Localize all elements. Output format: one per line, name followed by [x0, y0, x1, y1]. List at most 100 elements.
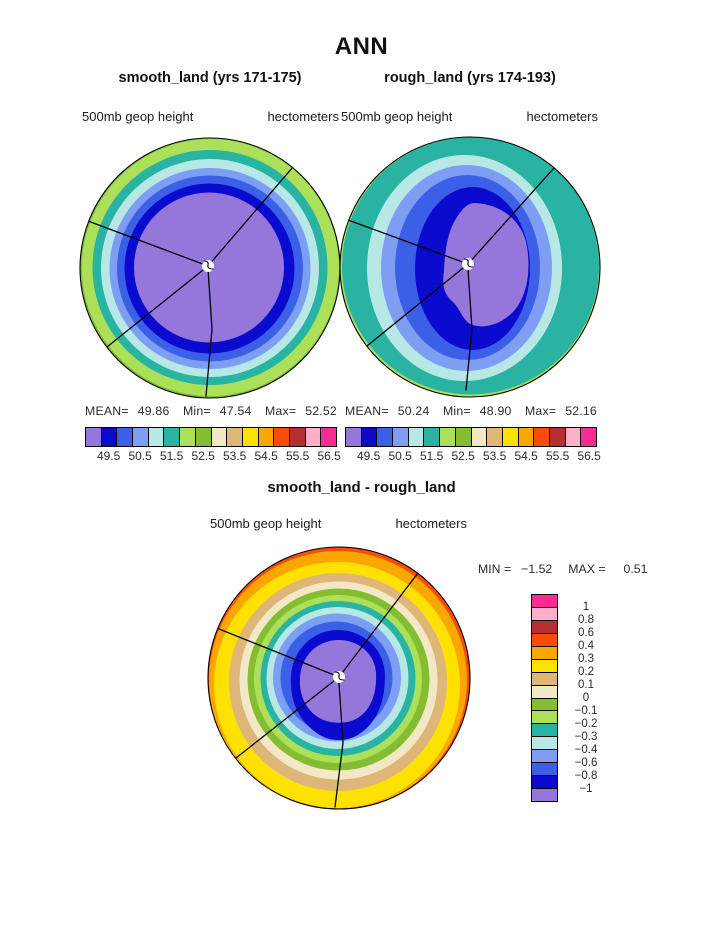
colorbar-tick-label: 54.5: [254, 449, 278, 463]
right-field-label: 500mb geop height: [341, 109, 453, 124]
colorbar-tick-label: −1: [579, 783, 593, 795]
diff-colorbar-ticks: 1 0.8 0.6 0.4 0.3 0.2 0.1 0 −0.1 −0.2 −0.3 −0.4 −0.6…: [562, 594, 610, 802]
colorbar-cell: [532, 595, 557, 608]
colorbar-tick-label: 50.5: [128, 449, 152, 463]
colorbar-tick-label: 0.1: [578, 679, 594, 691]
colorbar-cell: [532, 789, 557, 801]
colorbar-tick-label: 49.5: [96, 449, 121, 463]
min-label: Min=: [442, 404, 471, 418]
colorbar-cell: [581, 428, 596, 446]
diff-plot-header: 500mb geop height hectometers: [210, 516, 467, 531]
colorbar-cell: [532, 698, 557, 712]
diff-colorbar: [531, 594, 558, 802]
colorbar-cell: [534, 428, 550, 446]
colorbar-cell: [408, 428, 425, 446]
colorbar-cell: [532, 737, 557, 751]
colorbar-cell: [393, 428, 409, 446]
right-units-label: hectometers: [526, 109, 598, 124]
colorbar-tick-label: 0.2: [578, 666, 594, 678]
left-stats: MEAN= 49.86 Min= 47.54 Max= 52.52: [85, 404, 337, 418]
left-colorbar: [85, 427, 337, 447]
smooth-land-contour-rings: [80, 138, 340, 398]
colorbar-tick-label: 49.5: [356, 449, 381, 463]
colorbar-cell: [227, 428, 243, 446]
colorbar-cell: [532, 646, 557, 660]
diff-units-label: hectometers: [395, 516, 467, 531]
diff-panel-title: smooth_land - rough_land: [267, 479, 456, 496]
difference-contour-rings: [208, 547, 470, 809]
colorbar-cell: [164, 428, 181, 446]
colorbar-cell: [502, 428, 519, 446]
colorbar-cell: [532, 776, 557, 790]
colorbar-cell: [180, 428, 196, 446]
mean-value: 49.86: [137, 404, 170, 418]
rough-land-contour-rings: [340, 137, 600, 397]
colorbar-cell: [424, 428, 441, 446]
right-colorbar: [345, 427, 597, 447]
colorbar-tick-label: 51.5: [159, 449, 184, 463]
diff-max-label: MAX =: [568, 562, 606, 576]
right-plot-header: 500mb geop height hectometers: [341, 109, 598, 124]
colorbar-tick-label: −0.3: [574, 731, 598, 743]
colorbar-cell: [532, 620, 557, 634]
plot-boundary-circle: [339, 136, 601, 398]
colorbar-cell: [289, 428, 306, 446]
colorbar-cell: [195, 428, 212, 446]
colorbar-tick-label: 55.5: [285, 449, 310, 463]
panel-title-rough-land: rough_land (yrs 174-193): [384, 70, 556, 86]
colorbar-tick-label: 0.3: [578, 653, 594, 665]
colorbar-cell: [532, 763, 557, 777]
colorbar-cell: [148, 428, 165, 446]
colorbar-cell: [565, 428, 582, 446]
colorbar-cell: [455, 428, 472, 446]
right-stats: MEAN= 50.24 Min= 48.90 Max= 52.16: [345, 404, 597, 418]
coastline-lines: [218, 572, 419, 808]
colorbar-cell: [346, 428, 362, 446]
diff-max-value: 0.51: [623, 562, 648, 576]
left-colorbar-ticks: 49.5 50.5 51.5 52.5 53.5 54.5 55.5 56.5: [85, 449, 341, 464]
colorbar-cell: [242, 428, 259, 446]
max-label: Max=: [524, 404, 557, 418]
colorbar-tick-label: 54.5: [514, 449, 538, 463]
pole-coast-squiggle: [463, 258, 474, 268]
colorbar-tick-label: 56.5: [577, 449, 601, 463]
diff-minmax: MIN = −1.52 MAX = 0.51: [478, 562, 647, 576]
colorbar-cell: [258, 428, 275, 446]
pole-coast-squiggle: [203, 260, 214, 270]
mean-label: MEAN=: [85, 404, 129, 418]
min-value: 47.54: [219, 404, 252, 418]
coastline-lines: [87, 166, 294, 397]
coastline-lines: [347, 167, 555, 391]
colorbar-tick-label: 0: [582, 692, 590, 704]
left-units-label: hectometers: [267, 109, 339, 124]
colorbar-tick-label: 50.5: [388, 449, 412, 463]
left-plot-header: 500mb geop height hectometers: [82, 109, 339, 124]
colorbar-tick-label: 0.6: [578, 627, 594, 639]
colorbar-cell: [549, 428, 566, 446]
diff-field-label: 500mb geop height: [210, 516, 322, 531]
colorbar-cell: [440, 428, 456, 446]
colorbar-cell: [532, 672, 557, 686]
difference-polar-plot: [207, 546, 471, 810]
colorbar-cell: [377, 428, 394, 446]
mean-value: 50.24: [397, 404, 430, 418]
diff-min-value: −1.52: [521, 562, 553, 576]
max-value: 52.16: [565, 404, 597, 418]
diff-min-label: MIN =: [478, 562, 512, 576]
colorbar-cell: [361, 428, 378, 446]
colorbar-tick-label: −0.1: [574, 705, 598, 717]
panel-title-smooth-land: smooth_land (yrs 171-175): [118, 70, 302, 86]
colorbar-cell: [321, 428, 336, 446]
colorbar-tick-label: 0.4: [578, 640, 594, 652]
colorbar-tick-label: −0.4: [574, 744, 598, 756]
left-field-label: 500mb geop height: [82, 109, 194, 124]
min-label: Min=: [182, 404, 211, 418]
colorbar-tick-label: 53.5: [482, 449, 507, 463]
colorbar-cell: [487, 428, 503, 446]
colorbar-cell: [532, 685, 557, 699]
colorbar-cell: [471, 428, 488, 446]
colorbar-cell: [133, 428, 149, 446]
colorbar-cell: [532, 750, 557, 764]
main-title: ANN: [334, 33, 389, 60]
colorbar-cell: [532, 633, 557, 647]
